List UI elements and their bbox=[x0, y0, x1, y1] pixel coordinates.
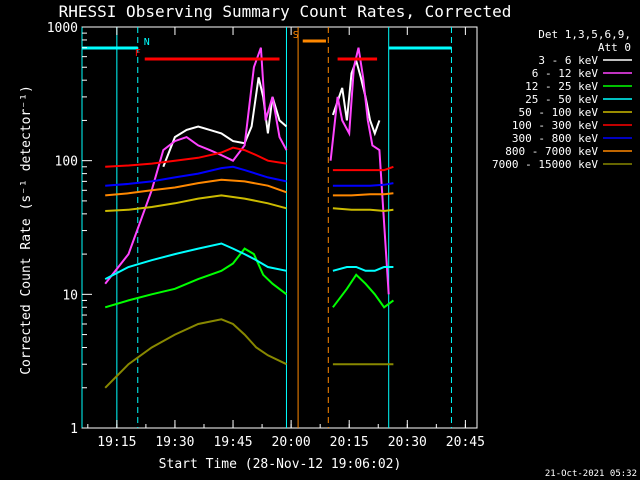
legend-label: 100 - 300 keV bbox=[512, 119, 598, 132]
legend-title: Att 0 bbox=[598, 41, 631, 54]
y-tick-label: 1 bbox=[70, 422, 78, 437]
x-tick-label: 20:00 bbox=[272, 435, 311, 450]
axis-ticks: 19:15 19:30 19:45 20:00 20:15 20:30 20:45 1 10 10… bbox=[47, 21, 485, 450]
legend-label: 7000 - 15000 keV bbox=[492, 158, 598, 171]
legend-label: 25 - 50 keV bbox=[525, 93, 598, 106]
series-line bbox=[105, 178, 287, 197]
series-line bbox=[332, 165, 394, 172]
plot-frame bbox=[81, 26, 478, 429]
series-line bbox=[332, 192, 394, 197]
x-tick-label: 19:30 bbox=[155, 435, 194, 450]
x-tick-label: 20:45 bbox=[446, 435, 485, 450]
series-line bbox=[162, 77, 288, 168]
x-tick-label: 19:15 bbox=[97, 435, 136, 450]
y-tick-label: 1000 bbox=[47, 21, 78, 36]
legend-label: 800 - 7000 keV bbox=[505, 145, 598, 158]
series-line bbox=[105, 165, 287, 187]
legend-title: Det 1,3,5,6,9, bbox=[538, 28, 631, 41]
x-tick-label: 19:45 bbox=[213, 435, 252, 450]
marker-label: N bbox=[144, 37, 150, 48]
legend-label: 3 - 6 keV bbox=[538, 54, 598, 67]
series-line bbox=[331, 57, 381, 137]
series-line bbox=[104, 242, 287, 280]
marker-label: S bbox=[293, 30, 299, 41]
series-line bbox=[332, 273, 394, 309]
y-tick-label: 10 bbox=[62, 288, 78, 303]
marker-label: F bbox=[135, 48, 141, 59]
series-line bbox=[332, 266, 394, 272]
legend-label: 300 - 800 keV bbox=[512, 132, 598, 145]
timestamp-label: 21-Oct-2021 05:32 bbox=[545, 469, 637, 479]
series-line bbox=[329, 47, 390, 295]
legend-label: 6 - 12 keV bbox=[532, 67, 599, 80]
legend-label: 50 - 100 keV bbox=[519, 106, 599, 119]
series-line bbox=[104, 318, 287, 389]
series-line bbox=[332, 207, 394, 213]
series-line bbox=[105, 146, 287, 168]
x-tick-label: 20:15 bbox=[330, 435, 369, 450]
series-line bbox=[105, 194, 287, 212]
x-tick-label: 20:30 bbox=[388, 435, 427, 450]
series-line bbox=[104, 247, 288, 309]
marker-bars: NF S bbox=[82, 30, 452, 61]
y-axis-label: Corrected Count Rate (s⁻¹ detector⁻¹) bbox=[19, 85, 34, 375]
legend-label: 12 - 25 keV bbox=[525, 80, 598, 93]
series-line bbox=[332, 182, 394, 187]
plot-border bbox=[81, 26, 478, 429]
series-group bbox=[104, 47, 394, 389]
chart-title: RHESSI Observing Summary Count Rates, Co… bbox=[59, 2, 512, 21]
x-axis-label: Start Time (28-Nov-12 19:06:02) bbox=[159, 457, 402, 472]
y-tick-label: 100 bbox=[55, 155, 78, 170]
